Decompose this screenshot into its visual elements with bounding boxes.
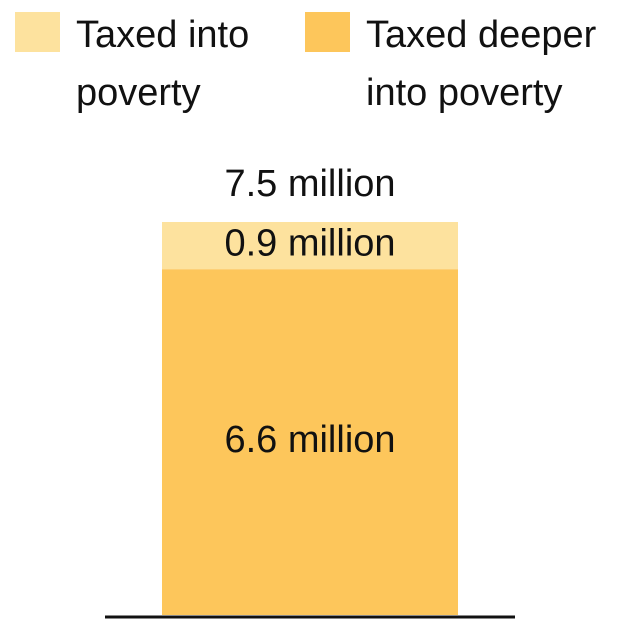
value-label: 6.6 million bbox=[224, 419, 395, 461]
legend-label: Taxed into poverty bbox=[76, 14, 250, 114]
value-label: 0.9 million bbox=[224, 223, 395, 265]
bar-segment bbox=[162, 269, 458, 615]
legend-item: Taxed deeper into poverty bbox=[305, 6, 631, 122]
legend-swatch bbox=[305, 12, 350, 52]
legend-label: Taxed deeper into poverty bbox=[366, 14, 597, 114]
total-label: 7.5 million bbox=[224, 163, 395, 205]
legend-swatch bbox=[15, 12, 60, 52]
bar-segment bbox=[162, 222, 458, 270]
legend-item: Taxed into poverty bbox=[15, 6, 266, 122]
